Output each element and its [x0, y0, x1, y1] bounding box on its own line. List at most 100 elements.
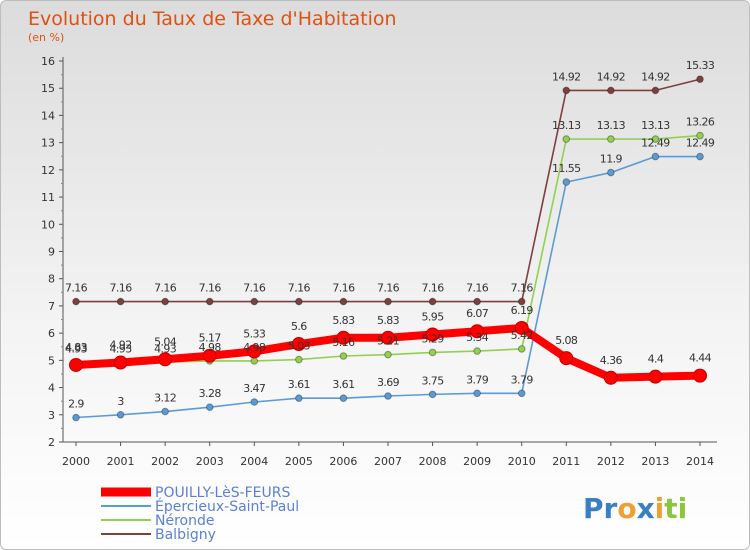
data-point [648, 369, 663, 384]
axes: 2 3 4 5 6 7 8 9 10 11 12 13 14 15 16 2000 2001 2002 2003 20… [41, 55, 717, 468]
data-point [72, 413, 80, 422]
x-tick-label: 2012 [597, 455, 625, 468]
y-tick-label: 13 [41, 137, 55, 150]
data-point [113, 355, 128, 370]
data-point [562, 135, 571, 143]
x-tick-label: 2000 [62, 455, 90, 468]
x-tick-label: 2001 [107, 455, 135, 468]
data-label: 14.92 [641, 70, 670, 83]
data-label: 4.4 [648, 353, 664, 366]
data-label: 15.33 [686, 59, 715, 72]
x-tick-label: 2003 [196, 455, 224, 468]
data-label: 7.16 [154, 282, 177, 295]
data-point [696, 131, 704, 140]
data-label: 7.16 [466, 282, 489, 295]
data-point [651, 152, 660, 161]
data-label: 4.93 [154, 342, 177, 355]
data-point [696, 75, 704, 84]
x-tick-label: 2002 [151, 455, 179, 468]
data-point [250, 357, 259, 365]
data-label: 11.9 [600, 153, 623, 166]
y-tick-label: 14 [41, 109, 55, 122]
x-tick-label: 2006 [329, 455, 357, 468]
data-label: 12.49 [641, 137, 670, 150]
data-point [514, 320, 529, 335]
data-point [202, 348, 217, 363]
data-label: 5.16 [332, 336, 355, 349]
data-label: 4.36 [600, 354, 623, 367]
data-label: 7.16 [110, 282, 133, 295]
legend: POUILLY-LèS-FEURSÉpercieux-Saint-PaulNér… [101, 485, 299, 543]
data-label: 7.16 [199, 282, 222, 295]
data-point [517, 345, 526, 353]
data-point [69, 357, 83, 372]
data-point [696, 152, 704, 161]
data-label: 7.16 [288, 282, 311, 295]
y-tick-label: 5 [48, 354, 55, 367]
data-label: 11.55 [552, 162, 581, 175]
data-label: 3.61 [288, 378, 310, 391]
data-point [161, 297, 169, 306]
data-label: 5.83 [377, 314, 400, 327]
legend-label: Épercieux-Saint-Paul [155, 498, 299, 515]
data-label: 4.92 [110, 339, 132, 352]
y-tick-label: 11 [41, 191, 55, 204]
x-tick-label: 2009 [463, 455, 491, 468]
data-label: 13.13 [552, 119, 581, 132]
x-tick-label: 2013 [641, 455, 669, 468]
data-label: 3.69 [377, 376, 400, 389]
data-point [693, 368, 707, 383]
data-point [607, 168, 615, 177]
data-point [250, 297, 259, 306]
data-label: 7.16 [377, 282, 400, 295]
data-point [651, 86, 660, 95]
logo-letter: t [664, 492, 677, 525]
logo-letter: x [637, 492, 655, 525]
data-point [205, 297, 214, 306]
x-tick-label: 2014 [686, 455, 714, 468]
data-label: 4.98 [243, 341, 266, 354]
data-label: 3 [117, 395, 124, 408]
x-tick-label: 2011 [552, 455, 580, 468]
data-point [295, 355, 303, 364]
data-label: 3.61 [332, 378, 354, 391]
data-label: 3.79 [466, 373, 489, 386]
data-label: 7.16 [65, 282, 88, 295]
data-label: 13.26 [686, 116, 715, 129]
data-point [473, 297, 481, 306]
data-label: 3.79 [511, 373, 534, 386]
data-label: 14.92 [597, 70, 626, 83]
data-point [116, 297, 125, 306]
data-label: 7.16 [243, 282, 266, 295]
data-point [473, 389, 481, 398]
data-label: 5.29 [422, 332, 445, 345]
data-point [339, 394, 348, 402]
data-point [161, 407, 169, 416]
logo-letter: i [678, 492, 688, 525]
data-point [517, 389, 526, 398]
value-labels: 4.83 4.92 5.04 5.17 5.33 5.6 5.83 5.83 5.95 6.07 6… [65, 59, 715, 410]
data-label: 5.95 [422, 311, 445, 324]
data-label: 5.34 [466, 331, 489, 344]
data-point [384, 350, 392, 359]
data-point [562, 178, 571, 186]
data-label: 13.13 [641, 119, 670, 132]
data-label: 6.07 [466, 307, 489, 320]
y-tick-label: 7 [48, 300, 55, 313]
y-tick-label: 15 [41, 82, 55, 95]
data-point [381, 330, 395, 345]
data-point [116, 410, 125, 419]
data-point [295, 394, 303, 402]
data-label: 4.98 [199, 341, 222, 354]
y-tick-label: 10 [41, 218, 55, 231]
series-points [69, 75, 707, 422]
data-point [339, 352, 348, 360]
y-tick-label: 3 [48, 409, 55, 422]
y-tick-label: 16 [41, 55, 55, 68]
logo-letter: r [604, 492, 618, 525]
series-line [75, 78, 701, 303]
data-label: 5.17 [199, 332, 222, 345]
data-point [473, 347, 481, 355]
